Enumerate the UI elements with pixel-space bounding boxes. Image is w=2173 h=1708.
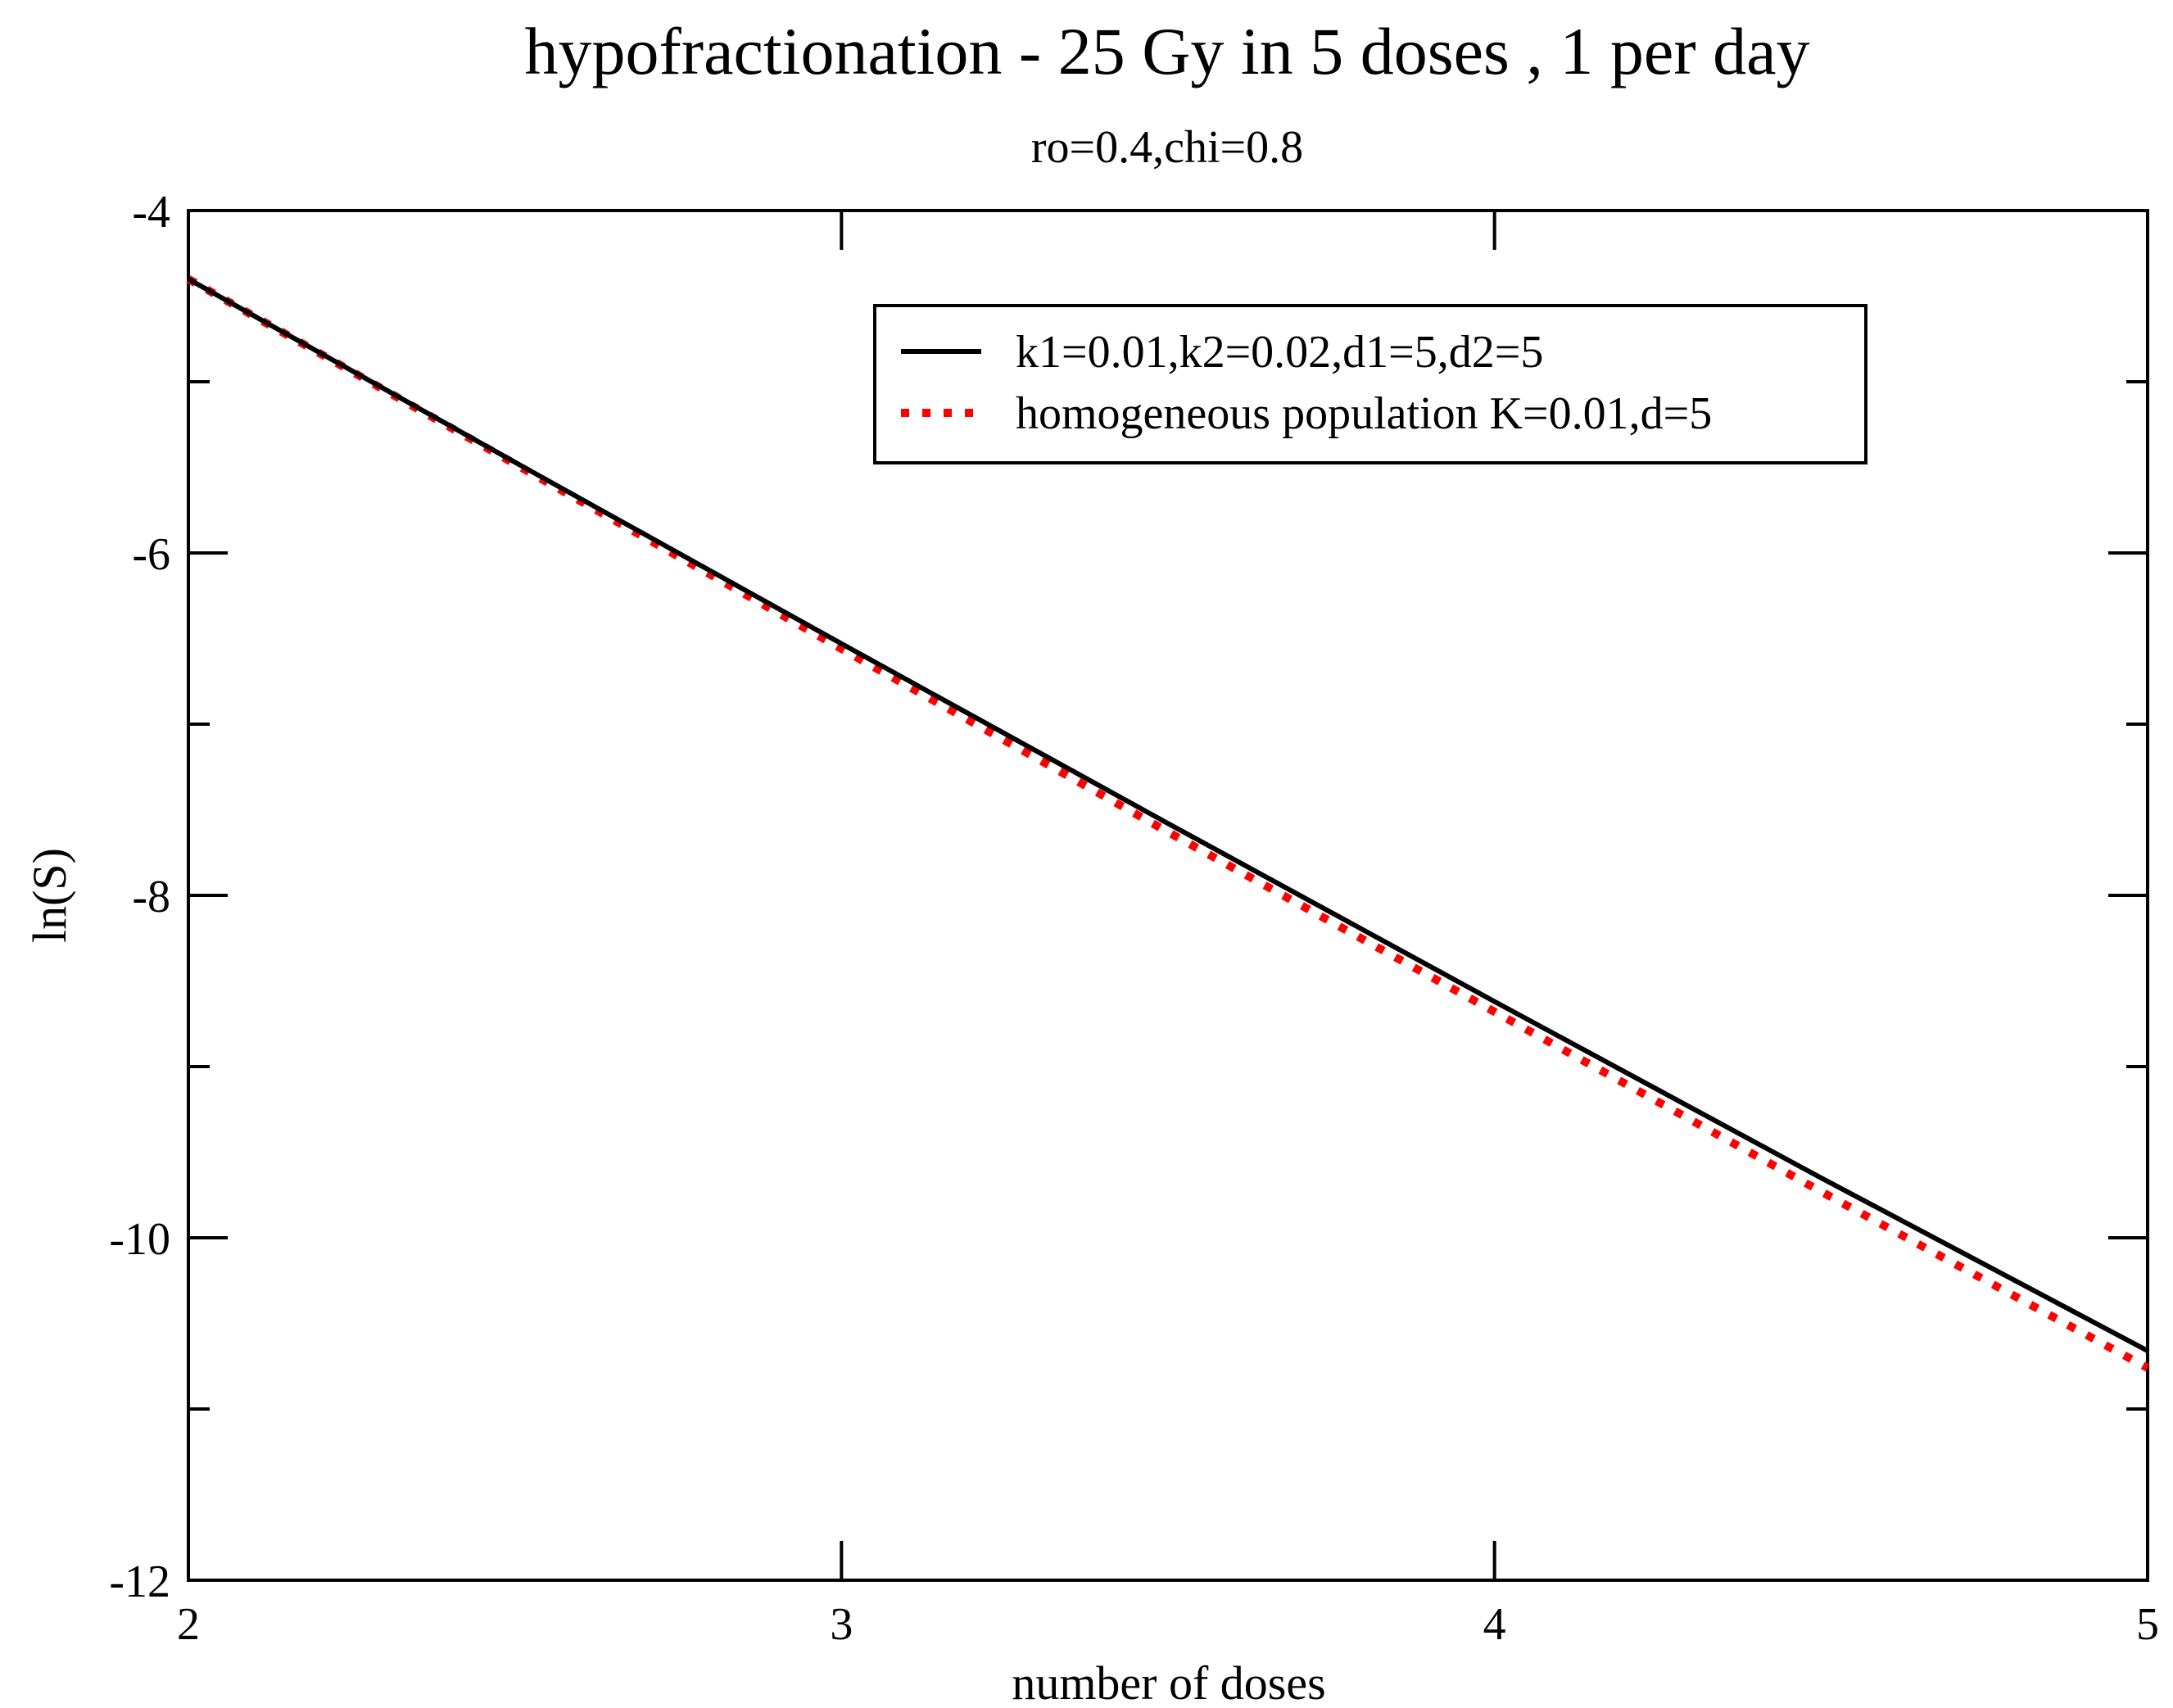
y-tick-label: -10 xyxy=(109,1214,170,1265)
x-tick-label: 2 xyxy=(177,1599,200,1650)
legend-label-2: homogeneous population K=0.01,d=5 xyxy=(1016,388,1712,439)
y-tick-label: -8 xyxy=(132,872,170,922)
legend-label-1: k1=0.01,k2=0.02,d1=5,d2=5 xyxy=(1016,327,1543,378)
x-tick-label: 4 xyxy=(1483,1599,1506,1650)
legend: k1=0.01,k2=0.02,d1=5,d2=5 homogeneous pop… xyxy=(873,304,1867,464)
chart-subtitle: ro=0.4,chi=0.8 xyxy=(1031,122,1303,173)
y-tick-label: -4 xyxy=(132,187,170,238)
y-tick-label: -6 xyxy=(132,529,170,580)
x-axis-label: number of doses xyxy=(1012,1656,1325,1708)
y-axis-label: ln(S) xyxy=(23,848,76,943)
plot-area: 2 3 4 5 -12 -10 -8 -6 -4 xyxy=(109,187,2159,1650)
y-tick-label: -12 xyxy=(109,1556,170,1607)
series-line-1 xyxy=(187,276,2149,1353)
chart-title: hypofractionation - 25 Gy in 5 doses , 1… xyxy=(524,14,1809,88)
x-tick-label: 3 xyxy=(830,1599,853,1650)
legend-box xyxy=(873,304,1867,464)
x-tick-label: 5 xyxy=(2136,1599,2159,1650)
